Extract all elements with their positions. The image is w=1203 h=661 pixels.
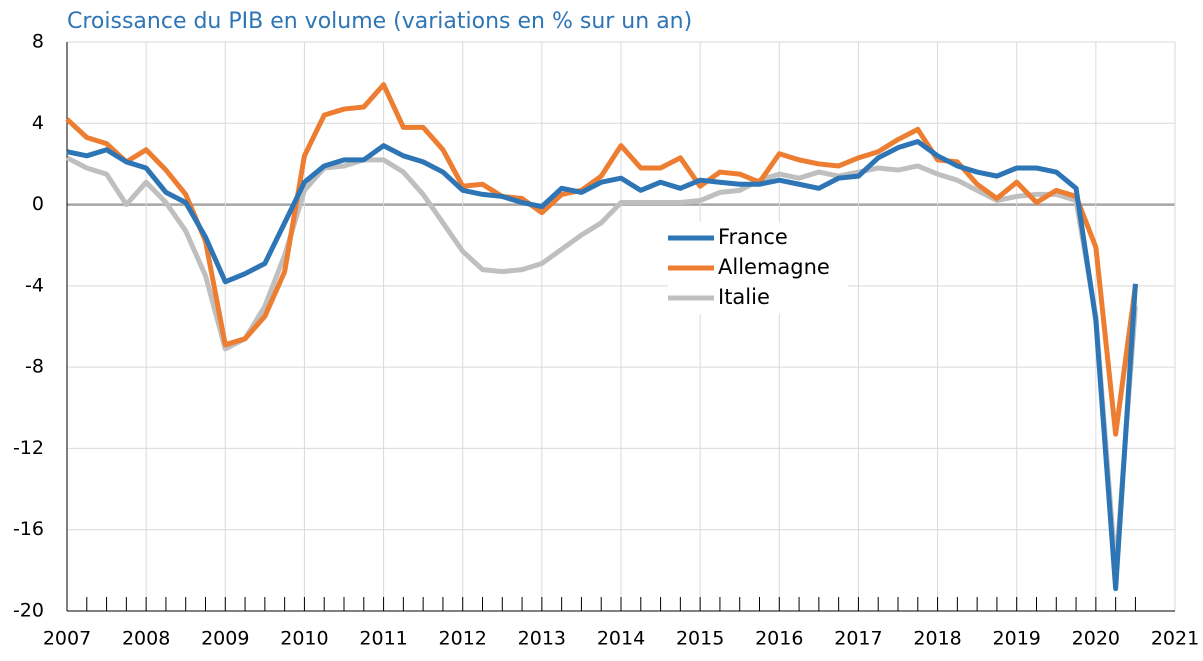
x-tick-label: 2009 <box>201 628 249 650</box>
x-tick-label: 2013 <box>518 628 566 650</box>
x-tick-label: 2018 <box>913 628 961 650</box>
x-tick-label: 2008 <box>122 628 170 650</box>
x-tick-label: 2007 <box>43 628 91 650</box>
x-tick-label: 2014 <box>597 628 645 650</box>
y-tick-label: -16 <box>13 518 44 540</box>
legend-label: France <box>718 225 788 249</box>
series-line <box>66 139 1138 592</box>
y-tick-label: 0 <box>32 193 44 215</box>
x-tick-label: 2012 <box>439 628 487 650</box>
x-tick-label: 2017 <box>834 628 882 650</box>
y-tick-label: -4 <box>25 274 44 296</box>
x-tick-label: 2010 <box>280 628 328 650</box>
chart-title: Croissance du PIB en volume (variations … <box>67 9 692 34</box>
legend-label: Italie <box>718 285 770 309</box>
y-tick-label: 4 <box>32 112 44 134</box>
y-tick-label: 8 <box>32 31 44 53</box>
y-tick-label: -8 <box>25 356 44 378</box>
series-line <box>65 155 1138 573</box>
legend-label: Allemagne <box>718 255 830 279</box>
y-tick-label: -20 <box>13 600 44 622</box>
x-tick-label: 2015 <box>676 628 724 650</box>
series-line <box>65 82 1138 437</box>
x-tick-label: 2020 <box>1072 628 1120 650</box>
x-tick-label: 2016 <box>755 628 803 650</box>
x-tick-label: 2019 <box>993 628 1041 650</box>
x-tick-label: 2011 <box>359 628 407 650</box>
y-tick-label: -12 <box>13 437 44 459</box>
x-tick-label: 2021 <box>1151 628 1199 650</box>
